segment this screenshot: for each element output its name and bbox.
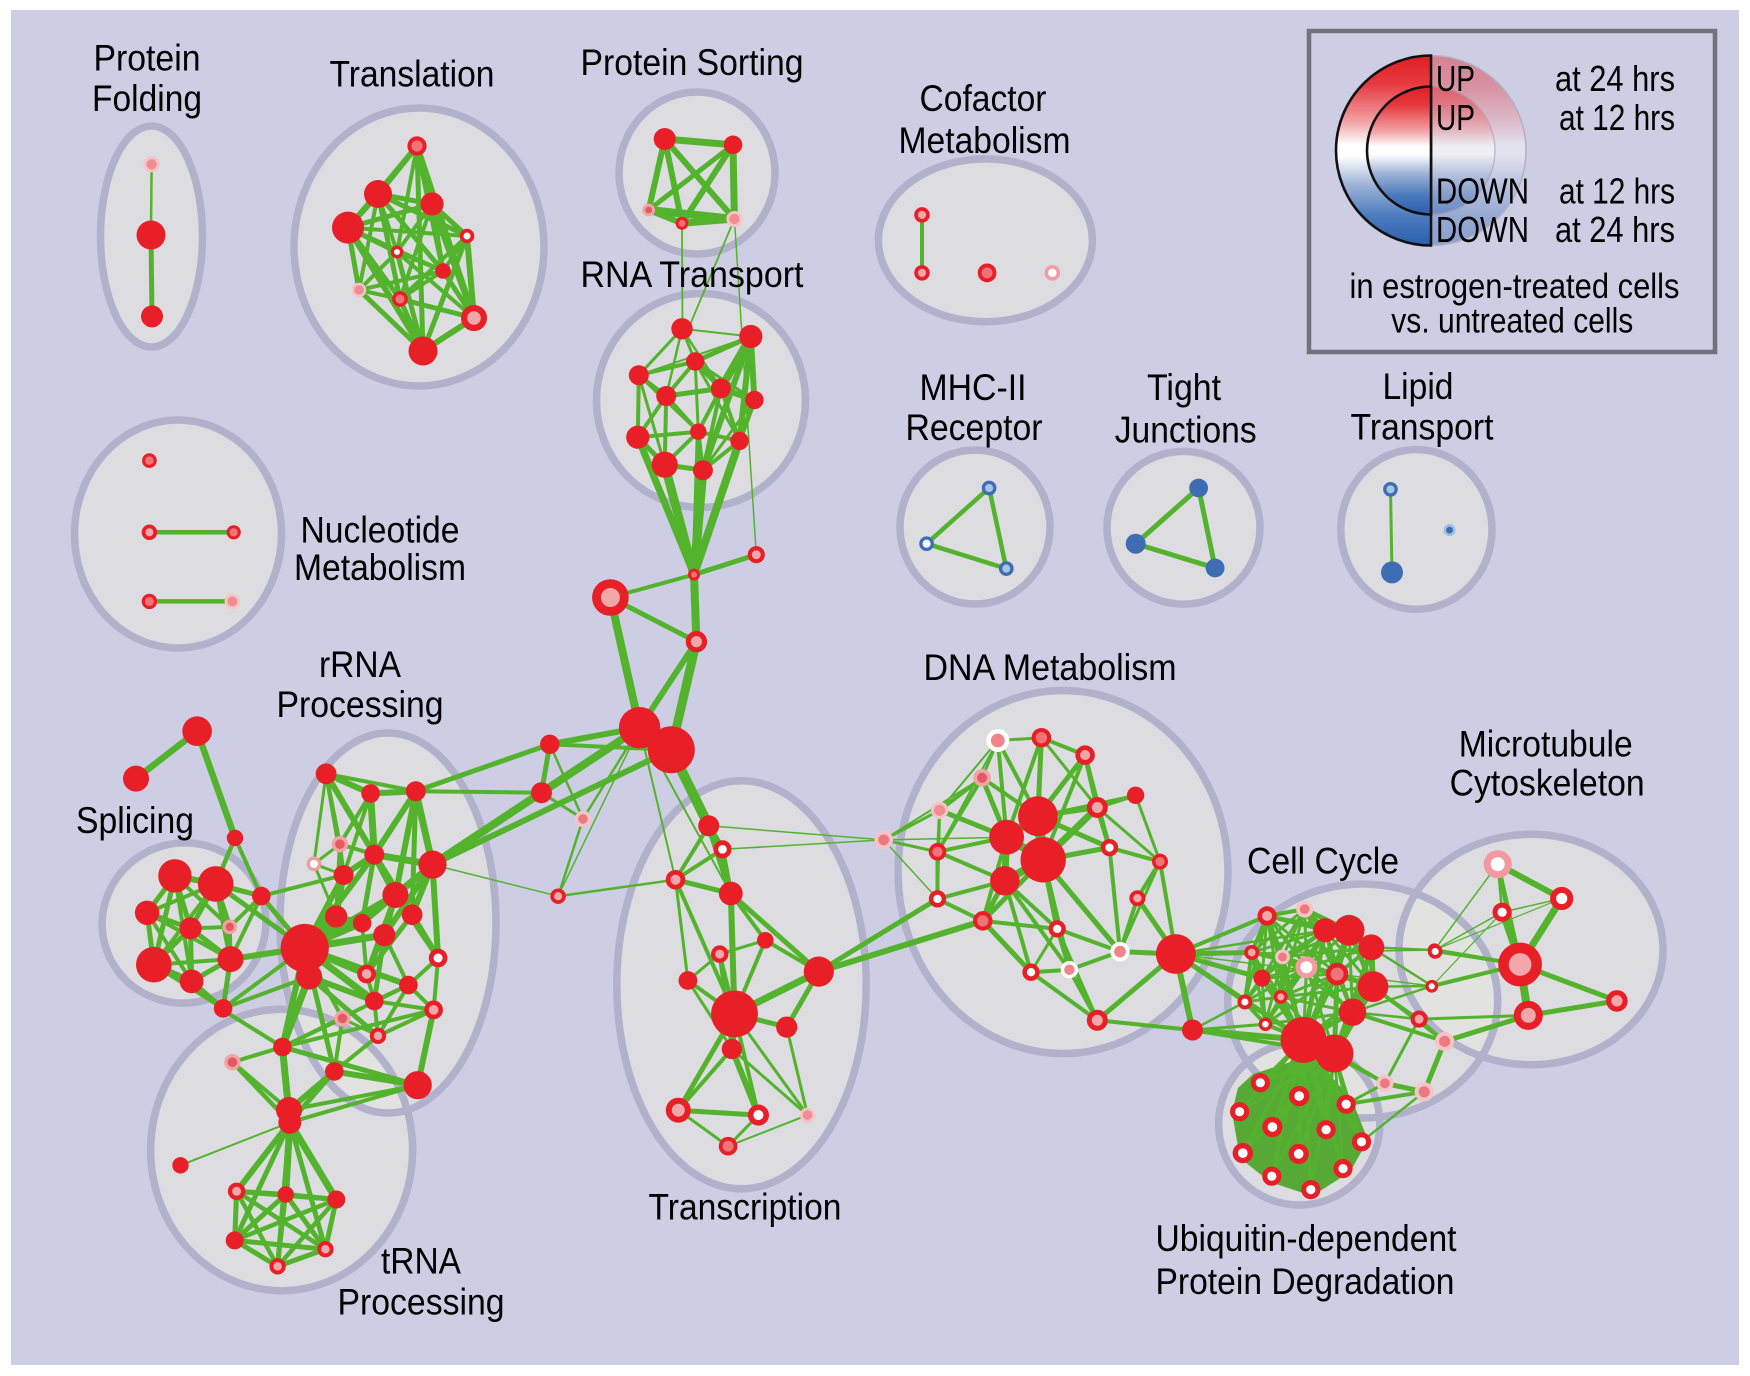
svg-text:Cell Cycle: Cell Cycle bbox=[1247, 840, 1399, 881]
svg-text:vs. untreated cells: vs. untreated cells bbox=[1391, 302, 1633, 341]
svg-text:MHC-II: MHC-II bbox=[920, 367, 1027, 408]
svg-text:Translation: Translation bbox=[330, 53, 495, 94]
svg-text:Ubiquitin-dependent: Ubiquitin-dependent bbox=[1156, 1218, 1458, 1259]
svg-text:UP: UP bbox=[1436, 97, 1475, 138]
svg-text:Nucleotide: Nucleotide bbox=[301, 510, 460, 551]
svg-text:Processing: Processing bbox=[338, 1281, 505, 1322]
svg-text:Receptor: Receptor bbox=[906, 407, 1043, 448]
svg-text:Transcription: Transcription bbox=[649, 1186, 842, 1227]
svg-text:Protein: Protein bbox=[94, 37, 201, 78]
svg-text:at 24 hrs: at 24 hrs bbox=[1555, 58, 1675, 99]
svg-text:at 12 hrs: at 12 hrs bbox=[1559, 171, 1675, 212]
svg-text:DOWN: DOWN bbox=[1436, 209, 1529, 250]
svg-text:Cofactor: Cofactor bbox=[920, 78, 1047, 119]
svg-text:Lipid: Lipid bbox=[1383, 366, 1454, 407]
svg-text:Metabolism: Metabolism bbox=[899, 120, 1071, 161]
svg-text:UP: UP bbox=[1436, 58, 1475, 99]
svg-text:at 12 hrs: at 12 hrs bbox=[1559, 97, 1675, 138]
svg-text:in estrogen-treated cells: in estrogen-treated cells bbox=[1350, 267, 1680, 306]
svg-text:at 24 hrs: at 24 hrs bbox=[1555, 209, 1675, 250]
svg-text:Protein Degradation: Protein Degradation bbox=[1156, 1261, 1455, 1302]
svg-text:Junctions: Junctions bbox=[1115, 410, 1257, 451]
svg-text:RNA Transport: RNA Transport bbox=[581, 254, 805, 295]
svg-text:rRNA: rRNA bbox=[319, 644, 401, 685]
svg-text:Folding: Folding bbox=[92, 78, 202, 119]
svg-text:Tight: Tight bbox=[1147, 367, 1222, 408]
svg-text:DOWN: DOWN bbox=[1436, 171, 1529, 212]
svg-text:Microtubule: Microtubule bbox=[1459, 723, 1633, 764]
svg-text:Cytoskeleton: Cytoskeleton bbox=[1450, 763, 1645, 804]
svg-text:tRNA: tRNA bbox=[381, 1240, 461, 1281]
svg-text:Metabolism: Metabolism bbox=[294, 547, 466, 588]
svg-text:DNA Metabolism: DNA Metabolism bbox=[924, 647, 1177, 688]
svg-text:Splicing: Splicing bbox=[76, 800, 194, 841]
svg-text:Protein Sorting: Protein Sorting bbox=[581, 42, 804, 83]
svg-text:Processing: Processing bbox=[277, 684, 444, 725]
svg-text:Transport: Transport bbox=[1351, 407, 1495, 448]
